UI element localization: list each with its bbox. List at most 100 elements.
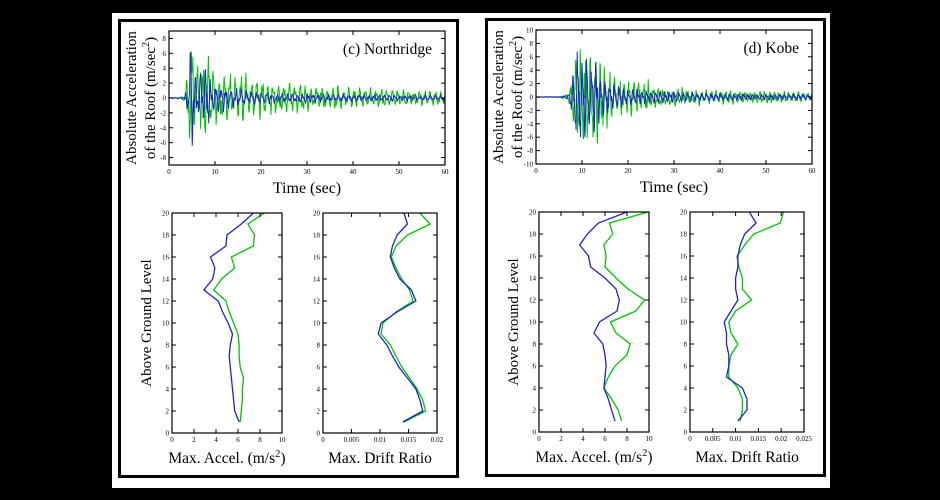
timeseries-x-tick-label: 10 bbox=[579, 167, 587, 175]
accel-profile-y-tick-label: 14 bbox=[529, 275, 537, 283]
timeseries-y-axis-label-line2: of the Roof (m/sec2) bbox=[141, 37, 159, 159]
accel-profile-x-axis-label: Max. Accel. (m/s2) bbox=[535, 448, 652, 466]
timeseries-y-tick-label: 6 bbox=[163, 50, 167, 58]
drift-profile-x-tick-label: 0.025 bbox=[796, 435, 812, 443]
accel-profile-chart: 0 2 4 6 8 10 0 2 4 6 8 10 12 14 16 18 20 Max. Accel. (m/s… bbox=[506, 209, 653, 467]
accel-profile-x-tick-label: 4 bbox=[214, 436, 218, 444]
accel-profile-y-tick-label: 14 bbox=[162, 276, 170, 284]
timeseries-y-axis-label-line2: of the Roof (m/sec2) bbox=[508, 36, 526, 158]
drift-profile-series bbox=[723, 211, 785, 422]
accel-profile-y-tick-label: 2 bbox=[533, 407, 537, 415]
accel-profile-x-tick-label: 0 bbox=[537, 435, 541, 443]
timeseries-series bbox=[535, 49, 813, 144]
timeseries-series-controlled bbox=[535, 51, 813, 138]
timeseries-y-tick-label: -2 bbox=[527, 107, 533, 115]
drift-profile-x-tick-label: 0.005 bbox=[344, 436, 360, 444]
drift-profile-x-tick-label: 0.01 bbox=[374, 436, 387, 444]
drift-profile-series bbox=[377, 212, 432, 423]
drift-profile-y-tick-label: 8 bbox=[317, 342, 321, 350]
timeseries-y-tick-label: 4 bbox=[163, 65, 167, 73]
timeseries-axes-frame bbox=[168, 30, 446, 166]
timeseries-y-tick-label: 8 bbox=[530, 40, 534, 48]
drift-profile-chart: 0 0.005 0.01 0.015 0.02 0.025 0 2 4 6 8 10 12 14 16 18 2… bbox=[680, 209, 812, 467]
timeseries-y-tick-label: -6 bbox=[160, 139, 166, 147]
drift-profile-x-tick-label: 0.02 bbox=[775, 435, 788, 443]
timeseries-x-tick-label: 0 bbox=[167, 168, 171, 176]
drift-profile-y-tick-label: 0 bbox=[317, 430, 321, 438]
drift-profile-y-tick-label: 6 bbox=[684, 363, 688, 371]
accel-profile-x-tick-label: 2 bbox=[192, 436, 196, 444]
drift-profile-x-axis-label: Max. Drift Ratio bbox=[695, 449, 799, 466]
drift-profile-y-tick-label: 6 bbox=[317, 364, 321, 372]
accel-profile-x-tick-label: 10 bbox=[279, 436, 287, 444]
accel-profile-series-controlled bbox=[202, 212, 254, 423]
accel-profile-y-tick-label: 20 bbox=[162, 210, 170, 218]
drift-profile-x-tick-label: 0.015 bbox=[401, 436, 417, 444]
drift-profile-y-tick-label: 16 bbox=[313, 254, 321, 262]
timeseries-chart: 0 10 20 30 40 50 60 -8 -6 -4 -2 0 2 4 6 8 (c) Northridge… bbox=[124, 30, 449, 197]
accel-profile-axes-frame bbox=[538, 211, 650, 433]
drift-profile-chart: 0 0.005 0.01 0.015 0.02 0 2 4 6 8 10 12 14 16 18 20 Max.… bbox=[313, 210, 444, 468]
accel-profile-y-tick-label: 4 bbox=[533, 385, 537, 393]
accel-profile-chart: 0 2 4 6 8 10 0 2 4 6 8 10 12 14 16 18 20 Max. Accel. (m/s… bbox=[139, 210, 286, 468]
drift-profile-y-tick-label: 20 bbox=[680, 209, 688, 217]
accel-profile-y-tick-label: 8 bbox=[533, 341, 537, 349]
accel-profile-series bbox=[578, 211, 649, 422]
timeseries-y-tick-label: 0 bbox=[163, 95, 167, 103]
drift-profile-y-tick-label: 2 bbox=[684, 407, 688, 415]
drift-profile-tick-labels: 0 0.005 0.01 0.015 0.02 0.025 0 2 4 6 8 10 12 14 16 18 2… bbox=[680, 209, 812, 444]
timeseries-series-controlled bbox=[168, 52, 446, 146]
drift-profile-y-tick-label: 12 bbox=[313, 298, 321, 306]
accel-profile-tick-labels: 0 2 4 6 8 10 0 2 4 6 8 10 12 14 16 18 20 bbox=[162, 210, 286, 445]
timeseries-y-tick-label: -2 bbox=[160, 109, 166, 117]
timeseries-x-tick-label: 20 bbox=[625, 167, 633, 175]
timeseries-tick-labels: 0 10 20 30 40 50 60 -10 -8 -6 -4 -2 0 2 4 6 8 10 bbox=[524, 27, 816, 176]
timeseries-y-tick-label: -4 bbox=[160, 124, 166, 132]
timeseries-tick-labels: 0 10 20 30 40 50 60 -8 -6 -4 -2 0 2 4 6 8 bbox=[160, 35, 449, 176]
timeseries-y-tick-label: -6 bbox=[527, 134, 533, 142]
drift-profile-axes-frame bbox=[322, 212, 438, 434]
timeseries-y-tick-label: 4 bbox=[530, 67, 534, 75]
accel-profile-series-uncontrolled bbox=[212, 212, 265, 423]
figure-paper: 0 10 20 30 40 50 60 -8 -6 -4 -2 0 2 4 6 8 (c) Northridge… bbox=[112, 13, 830, 488]
drift-profile-y-tick-label: 18 bbox=[313, 232, 321, 240]
accel-profile-series-uncontrolled bbox=[603, 211, 649, 422]
drift-profile-y-tick-label: 12 bbox=[680, 297, 688, 305]
accel-profile-x-axis-label: Max. Accel. (m/s2) bbox=[168, 449, 285, 467]
timeseries-x-tick-label: 20 bbox=[258, 168, 266, 176]
drift-profile-y-tick-label: 10 bbox=[313, 320, 321, 328]
accel-profile-y-tick-label: 20 bbox=[529, 209, 537, 217]
timeseries-y-axis-label-line1: Absolute Acceleration bbox=[491, 30, 507, 164]
accel-profile-y-tick-label: 4 bbox=[166, 386, 170, 394]
drift-profile-x-axis-label: Max. Drift Ratio bbox=[328, 450, 432, 467]
drift-profile-y-tick-label: 4 bbox=[684, 385, 688, 393]
panel-kobe: 0 10 20 30 40 50 60 -10 -8 -6 -4 -2 0 2 4 6 8 10 (d) Kobe T… bbox=[485, 18, 826, 477]
timeseries-x-tick-label: 10 bbox=[212, 168, 220, 176]
accel-profile-y-axis-label: Above Ground Level bbox=[506, 258, 522, 385]
accel-profile-y-tick-label: 10 bbox=[529, 319, 537, 327]
timeseries-x-tick-label: 50 bbox=[396, 168, 404, 176]
accel-profile-x-tick-label: 8 bbox=[625, 435, 629, 443]
timeseries-x-tick-label: 30 bbox=[671, 167, 679, 175]
timeseries-y-tick-label: 8 bbox=[163, 35, 167, 43]
accel-profile-x-tick-label: 6 bbox=[236, 436, 240, 444]
timeseries-title: (c) Northridge bbox=[343, 41, 432, 58]
timeseries-title: (d) Kobe bbox=[743, 40, 799, 57]
timeseries-x-tick-label: 30 bbox=[304, 168, 312, 176]
drift-profile-y-tick-label: 2 bbox=[317, 408, 321, 416]
drift-profile-x-tick-label: 0.015 bbox=[751, 435, 767, 443]
accel-profile-x-tick-label: 10 bbox=[646, 435, 654, 443]
timeseries-y-tick-label: 6 bbox=[530, 53, 534, 61]
drift-profile-x-tick-label: 0 bbox=[688, 435, 692, 443]
drift-profile-axes-frame bbox=[689, 211, 805, 433]
accel-profile-y-tick-label: 12 bbox=[162, 298, 170, 306]
drift-profile-series-controlled bbox=[723, 211, 757, 422]
accel-profile-tick-labels: 0 2 4 6 8 10 0 2 4 6 8 10 12 14 16 18 20 bbox=[529, 209, 653, 444]
accel-profile-x-tick-label: 6 bbox=[603, 435, 607, 443]
timeseries-series bbox=[168, 51, 446, 146]
drift-profile-y-tick-label: 16 bbox=[680, 253, 688, 261]
drift-profile-y-tick-label: 14 bbox=[313, 276, 321, 284]
timeseries-y-tick-label: 2 bbox=[530, 80, 534, 88]
timeseries-x-tick-label: 60 bbox=[809, 167, 817, 175]
